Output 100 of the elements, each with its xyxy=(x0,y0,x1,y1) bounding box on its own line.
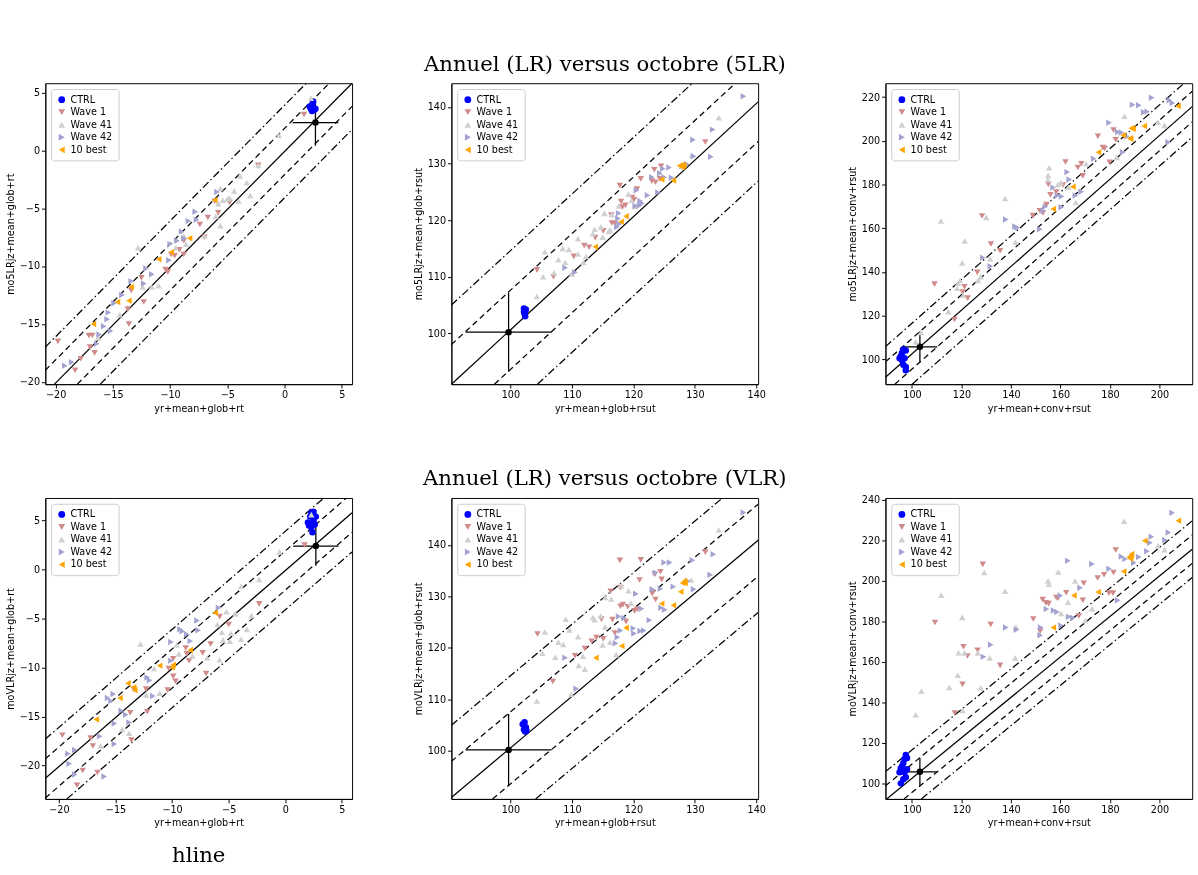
y-tick-label: −10 xyxy=(19,661,41,673)
x-tick-label: −15 xyxy=(103,389,124,401)
x-tick-label: −10 xyxy=(160,389,181,401)
x-tick-label: 160 xyxy=(1051,803,1071,815)
y-tick-label: 240 xyxy=(861,494,881,506)
legend-label: Wave 42 xyxy=(70,545,113,557)
legend-label: Wave 41 xyxy=(910,533,953,545)
y-tick-label: 130 xyxy=(427,157,447,169)
y-tick-label: 200 xyxy=(861,135,881,147)
y-tick-label: 5 xyxy=(33,514,41,526)
x-tick-label: 100 xyxy=(501,389,521,401)
legend-label: Wave 1 xyxy=(910,520,947,532)
x-tick-label: 140 xyxy=(747,803,766,815)
y-tick-label: −5 xyxy=(25,202,41,214)
x-tick-label: −10 xyxy=(162,803,183,815)
x-tick-label: −5 xyxy=(220,389,235,401)
chart-title: Annuel (LR) versus octobre (5LR) xyxy=(422,50,786,76)
y-tick-label: −5 xyxy=(25,612,41,624)
y-axis-title: moVLRjz+mean+glob+rsut xyxy=(412,582,424,716)
x-tick-label: 120 xyxy=(952,803,972,815)
legend-label: CTRL xyxy=(476,508,502,520)
y-axis-title: mo5LRjz+mean+conv+rsut xyxy=(846,166,858,302)
y-tick-label: 160 xyxy=(861,656,881,668)
legend-label: 10 best xyxy=(910,558,947,570)
legend-label: CTRL xyxy=(910,508,936,520)
x-tick-label: −5 xyxy=(222,803,237,815)
legend-label: Wave 41 xyxy=(70,118,113,130)
y-tick-label: 130 xyxy=(427,590,447,602)
x-tick-label: 100 xyxy=(903,803,922,815)
y-tick-label: 180 xyxy=(861,178,881,190)
y-axis-title: mo5LRjz+mean+glob+rsut xyxy=(412,167,424,301)
x-tick-label: −15 xyxy=(105,803,127,815)
legend-label: 10 best xyxy=(476,143,513,155)
x-tick-label: 110 xyxy=(563,803,582,815)
y-tick-label: 140 xyxy=(861,266,881,278)
y-tick-label: 220 xyxy=(861,91,881,103)
x-tick-label: 140 xyxy=(1002,803,1021,815)
x-axis-title: yr+mean+glob+rsut xyxy=(554,402,656,414)
x-axis-title: yr+mean+glob+rt xyxy=(154,817,245,829)
legend-label: 10 best xyxy=(70,558,107,570)
y-tick-label: 120 xyxy=(427,214,447,226)
x-tick-label: 5 xyxy=(339,803,346,815)
y-axis-title: mo5LRjz+mean+glob+rt xyxy=(4,173,16,295)
y-tick-label: 110 xyxy=(427,271,447,283)
legend-label: CTRL xyxy=(476,93,502,105)
legend-label: CTRL xyxy=(910,93,936,105)
x-tick-label: −20 xyxy=(49,803,70,815)
y-tick-label: 0 xyxy=(33,563,41,575)
legend-label: Wave 42 xyxy=(476,131,519,143)
y-tick-label: 120 xyxy=(861,309,881,321)
y-tick-label: 200 xyxy=(861,575,881,587)
x-tick-label: 120 xyxy=(624,389,644,401)
y-tick-label: 5 xyxy=(33,86,41,98)
legend-label: CTRL xyxy=(70,508,96,520)
y-tick-label: −15 xyxy=(19,318,41,330)
y-tick-label: 100 xyxy=(427,745,447,757)
x-tick-label: 140 xyxy=(1002,389,1021,401)
y-tick-label: 180 xyxy=(861,615,881,627)
y-tick-label: 160 xyxy=(861,222,881,234)
legend-label: Wave 41 xyxy=(476,533,519,545)
x-tick-label: 110 xyxy=(563,389,582,401)
legend-label: Wave 1 xyxy=(70,106,107,118)
x-tick-label: −20 xyxy=(45,389,67,401)
legend-label: Wave 41 xyxy=(910,118,953,130)
legend-label: Wave 42 xyxy=(476,545,519,557)
x-tick-label: 100 xyxy=(501,803,521,815)
legend-label: Wave 1 xyxy=(910,106,947,118)
x-tick-label: 130 xyxy=(686,389,705,401)
y-tick-label: 140 xyxy=(427,539,447,551)
x-tick-label: 5 xyxy=(339,389,346,401)
legend-label: Wave 1 xyxy=(70,520,107,532)
legend-label: Wave 42 xyxy=(910,545,953,557)
y-tick-label: −15 xyxy=(19,710,41,722)
y-tick-label: 110 xyxy=(427,693,447,705)
x-tick-label: 200 xyxy=(1150,803,1170,815)
y-tick-label: 100 xyxy=(861,353,881,365)
y-axis-title: moVLRjz+mean+conv+rsut xyxy=(846,581,858,717)
legend-label: CTRL xyxy=(70,93,96,105)
legend-label: 10 best xyxy=(476,558,513,570)
x-tick-label: 120 xyxy=(624,803,644,815)
x-tick-label: 130 xyxy=(686,803,705,815)
x-tick-label: 0 xyxy=(281,389,289,401)
x-tick-label: 100 xyxy=(903,389,922,401)
y-tick-label: −20 xyxy=(19,376,41,388)
y-tick-label: 100 xyxy=(427,327,447,339)
legend-label: Wave 1 xyxy=(476,106,513,118)
legend-label: Wave 41 xyxy=(476,118,519,130)
legend-label: Wave 42 xyxy=(70,131,113,143)
legend-label: Wave 1 xyxy=(476,520,513,532)
x-axis-title: yr+mean+conv+rsut xyxy=(987,817,1092,829)
y-tick-label: 140 xyxy=(861,696,881,708)
y-tick-label: 120 xyxy=(861,737,881,749)
legend-label: 10 best xyxy=(910,143,947,155)
chart-title: Annuel (LR) versus octobre (VLR) xyxy=(421,465,787,491)
x-axis-title: yr+mean+glob+rt xyxy=(154,402,245,414)
y-tick-label: 140 xyxy=(427,101,447,113)
x-tick-label: 140 xyxy=(747,389,766,401)
y-axis-title: moVLRjz+mean+glob+rt xyxy=(4,587,16,710)
x-tick-label: 200 xyxy=(1150,389,1170,401)
x-tick-label: 160 xyxy=(1051,389,1071,401)
